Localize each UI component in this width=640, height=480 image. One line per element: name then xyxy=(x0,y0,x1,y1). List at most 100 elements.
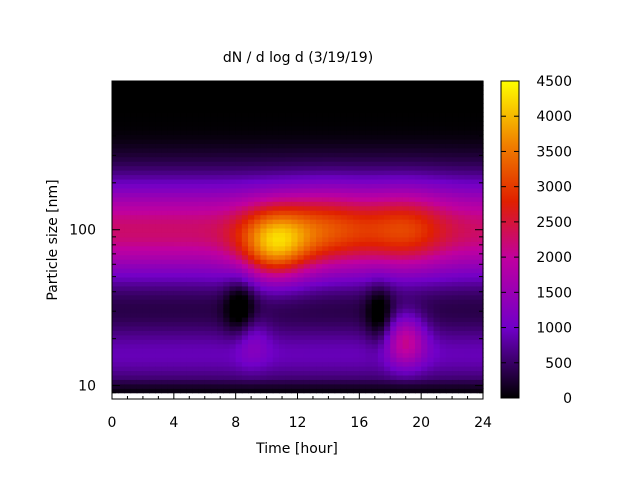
heatmap-cell xyxy=(452,290,459,296)
heatmap-cell xyxy=(458,94,466,100)
heatmap-cell xyxy=(396,98,404,104)
heatmap-cell xyxy=(180,379,187,385)
heatmap-cell xyxy=(384,294,391,300)
heatmap-cell xyxy=(445,134,453,140)
heatmap-cell xyxy=(192,276,200,282)
heatmap-cell xyxy=(408,303,416,309)
heatmap-cell xyxy=(285,268,292,274)
heatmap-cell xyxy=(353,107,360,113)
heatmap-cell xyxy=(204,285,212,291)
heatmap-cell xyxy=(136,161,144,167)
heatmap-cell xyxy=(167,210,175,216)
heatmap-cell xyxy=(260,334,268,340)
heatmap-cell xyxy=(402,232,410,238)
heatmap-cell xyxy=(254,183,261,189)
heatmap-cell xyxy=(155,89,163,95)
heatmap-cell xyxy=(266,348,274,354)
heatmap-cell xyxy=(445,365,453,372)
heatmap-cell xyxy=(377,94,385,100)
heatmap-cell xyxy=(149,89,156,95)
heatmap-cell xyxy=(433,357,441,363)
heatmap-cell xyxy=(173,103,181,109)
heatmap-cell xyxy=(408,170,416,176)
heatmap-cell xyxy=(445,330,453,336)
heatmap-cell xyxy=(365,383,373,389)
heatmap-cell xyxy=(334,374,342,380)
heatmap-cell xyxy=(309,268,317,274)
heatmap-cell xyxy=(136,312,144,318)
heatmap-cell xyxy=(155,170,163,176)
heatmap-cell xyxy=(322,178,330,185)
heatmap-cell xyxy=(204,178,212,185)
heatmap-cell xyxy=(204,379,212,385)
heatmap-cell xyxy=(118,290,125,296)
heatmap-cell xyxy=(470,187,478,193)
heatmap-cell xyxy=(186,245,193,251)
heatmap-cell xyxy=(136,245,144,251)
heatmap-cell xyxy=(173,250,181,256)
heatmap-cell xyxy=(235,361,243,367)
heatmap-cell xyxy=(359,183,367,189)
heatmap-cell xyxy=(458,374,466,380)
heatmap-cell xyxy=(433,343,441,349)
heatmap-cell xyxy=(167,219,175,225)
heatmap-cell xyxy=(396,281,404,287)
heatmap-cell xyxy=(229,272,237,278)
heatmap-cell xyxy=(384,236,391,242)
heatmap-cell xyxy=(130,143,138,149)
heatmap-cell xyxy=(384,156,391,162)
heatmap-cell xyxy=(149,308,156,314)
heatmap-cell xyxy=(272,187,280,193)
heatmap-cell xyxy=(130,227,138,233)
heatmap-cell xyxy=(390,365,398,372)
heatmap-cell xyxy=(445,138,453,144)
heatmap-cell xyxy=(210,276,218,282)
heatmap-cell xyxy=(142,121,150,127)
heatmap-cell xyxy=(359,330,367,336)
heatmap-cell xyxy=(384,312,391,318)
heatmap-cell xyxy=(309,121,317,127)
heatmap-cell xyxy=(353,330,360,336)
heatmap-cell xyxy=(248,214,255,220)
heatmap-cell xyxy=(291,250,299,256)
heatmap-cell xyxy=(470,236,478,242)
heatmap-cell xyxy=(365,107,373,113)
heatmap-cell xyxy=(384,330,391,336)
heatmap-cell xyxy=(186,85,193,91)
heatmap-cell xyxy=(161,352,169,358)
heatmap-cell xyxy=(241,330,249,336)
heatmap-cell xyxy=(297,325,305,331)
heatmap-cell xyxy=(291,308,299,314)
heatmap-cell xyxy=(291,241,299,247)
heatmap-cell xyxy=(340,107,348,113)
heatmap-cell xyxy=(439,370,447,376)
heatmap-cell xyxy=(124,334,132,340)
heatmap-cell xyxy=(223,365,231,372)
heatmap-cell xyxy=(445,170,453,176)
heatmap-cell xyxy=(297,125,305,131)
heatmap-cell xyxy=(439,276,447,282)
heatmap-cell xyxy=(291,227,299,233)
heatmap-cell xyxy=(198,165,206,171)
x-tick-label: 0 xyxy=(108,415,117,431)
heatmap-cell xyxy=(278,129,286,136)
heatmap-cell xyxy=(155,325,163,331)
heatmap-cell xyxy=(371,196,379,202)
heatmap-cell xyxy=(192,281,200,287)
heatmap-cell xyxy=(396,232,404,238)
heatmap-cell xyxy=(229,89,237,95)
heatmap-cell xyxy=(167,312,175,318)
heatmap-cell xyxy=(136,374,144,380)
heatmap-cell xyxy=(167,254,175,260)
heatmap-cell xyxy=(470,201,478,207)
heatmap-cell xyxy=(285,241,292,247)
heatmap-cell xyxy=(223,325,231,331)
heatmap-cell xyxy=(464,116,472,122)
heatmap-cell xyxy=(303,370,311,376)
heatmap-cell xyxy=(445,272,453,278)
heatmap-cell xyxy=(155,129,163,136)
heatmap-cell xyxy=(180,299,187,305)
heatmap-cell xyxy=(248,339,255,345)
heatmap-cell xyxy=(476,81,484,87)
heatmap-cell xyxy=(272,276,280,282)
